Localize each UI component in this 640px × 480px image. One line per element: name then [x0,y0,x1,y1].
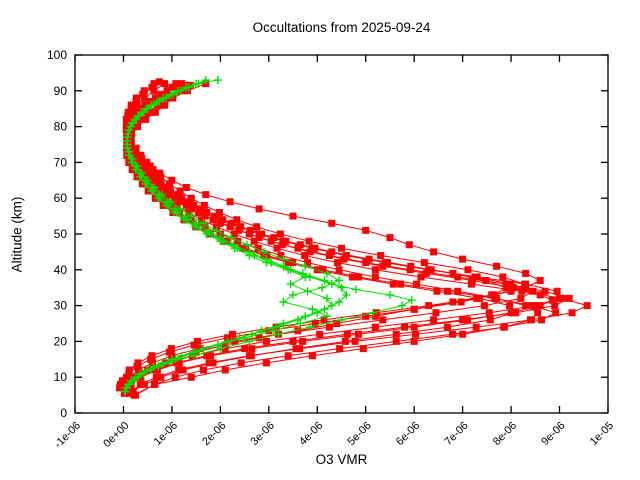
svg-text:1e-06: 1e-06 [152,420,180,448]
svg-text:80: 80 [54,120,68,134]
svg-text:9e-06: 9e-06 [539,420,567,448]
svg-text:7e-06: 7e-06 [442,420,470,448]
svg-text:90: 90 [54,84,68,98]
svg-text:70: 70 [54,155,68,169]
svg-text:-1e-06: -1e-06 [52,420,83,451]
svg-text:8e-06: 8e-06 [491,420,519,448]
x-axis-label: O3 VMR [315,452,368,467]
svg-text:10: 10 [54,370,68,384]
svg-text:3e-06: 3e-06 [249,420,277,448]
chart-title: Occultations from 2025-09-24 [252,20,431,35]
svg-text:5e-06: 5e-06 [345,420,373,448]
svg-text:60: 60 [54,191,68,205]
svg-text:6e-06: 6e-06 [394,420,422,448]
svg-text:1e-05: 1e-05 [588,420,616,448]
svg-text:2e-06: 2e-06 [200,420,228,448]
svg-text:30: 30 [54,299,68,313]
svg-text:40: 40 [54,263,68,277]
svg-text:0: 0 [60,406,67,420]
svg-text:20: 20 [54,334,68,348]
svg-text:4e-06: 4e-06 [297,420,325,448]
svg-text:0e+00: 0e+00 [101,420,131,450]
svg-text:50: 50 [54,227,68,241]
svg-text:100: 100 [47,48,67,62]
